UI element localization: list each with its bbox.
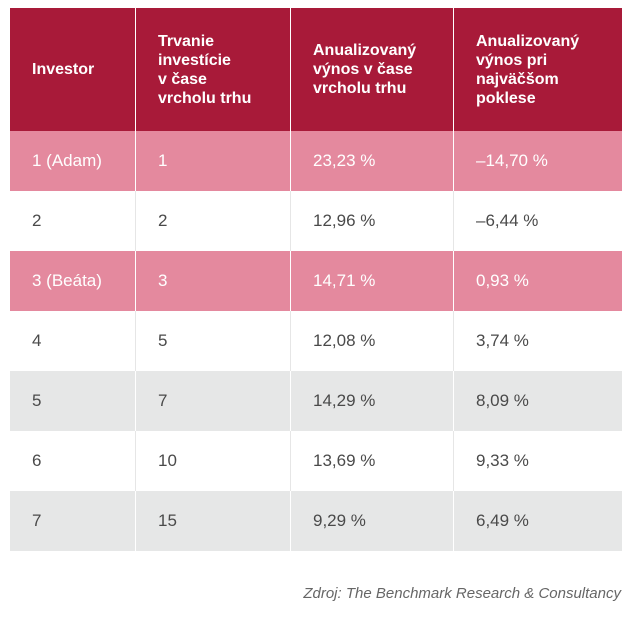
data-table: Investor Trvanie investície v čase vrcho… bbox=[10, 8, 622, 551]
source-name: The Benchmark Research & Consultancy bbox=[345, 585, 621, 602]
cell-investor: 3 (Beáta) bbox=[10, 251, 136, 311]
header-label: Investor bbox=[32, 61, 95, 78]
header-return-peak: Anualizovaný výnos v čase vrcholu trhu bbox=[291, 8, 454, 131]
table-row: 6 10 13,69 % 9,33 % bbox=[10, 431, 622, 491]
table-row: 4 5 12,08 % 3,74 % bbox=[10, 311, 622, 371]
cell-return-peak: 12,08 % bbox=[291, 311, 454, 371]
cell-return-drop: –6,44 % bbox=[476, 211, 539, 230]
cell-investor: 6 bbox=[10, 431, 136, 491]
table-row: 2 2 12,96 % –6,44 % bbox=[10, 191, 622, 251]
source-note: Zdroj: The Benchmark Research & Consulta… bbox=[303, 585, 621, 602]
cell-investor: 2 bbox=[10, 191, 136, 251]
table-row: 1 (Adam) 1 23,23 % –14,70 % bbox=[10, 131, 622, 191]
header-label: Anualizovaný výnos pri najväčšom poklese bbox=[476, 32, 580, 107]
source-prefix: Zdroj: bbox=[303, 585, 346, 602]
header-label: Anualizovaný výnos v čase vrcholu trhu bbox=[313, 42, 417, 97]
cell-return-peak: 13,69 % bbox=[291, 431, 454, 491]
header-duration: Trvanie investície v čase vrcholu trhu bbox=[136, 8, 291, 131]
cell-duration: 15 bbox=[136, 491, 291, 551]
cell-return-drop: 8,09 % bbox=[476, 391, 529, 410]
table-row: 7 15 9,29 % 6,49 % bbox=[10, 491, 622, 551]
cell-investor: 7 bbox=[10, 491, 136, 551]
cell-investor: 4 bbox=[10, 311, 136, 371]
cell-return-peak: 23,23 % bbox=[291, 131, 454, 191]
cell-duration: 7 bbox=[136, 371, 291, 431]
table-row: 5 7 14,29 % 8,09 % bbox=[10, 371, 622, 431]
cell-investor: 1 (Adam) bbox=[10, 131, 136, 191]
cell-return-drop: 3,74 % bbox=[476, 331, 529, 350]
cell-return-drop: –14,70 % bbox=[476, 151, 548, 170]
cell-return-drop: 0,93 % bbox=[476, 271, 529, 290]
table-header-row: Investor Trvanie investície v čase vrcho… bbox=[10, 8, 622, 131]
table-row: 3 (Beáta) 3 14,71 % 0,93 % bbox=[10, 251, 622, 311]
cell-return-peak: 14,29 % bbox=[291, 371, 454, 431]
header-return-drop: Anualizovaný výnos pri najväčšom poklese bbox=[454, 8, 622, 131]
cell-return-peak: 9,29 % bbox=[291, 491, 454, 551]
cell-return-peak: 14,71 % bbox=[291, 251, 454, 311]
cell-investor: 5 bbox=[10, 371, 136, 431]
header-investor: Investor bbox=[10, 8, 136, 131]
cell-return-drop: 9,33 % bbox=[476, 451, 529, 470]
cell-return-peak: 12,96 % bbox=[291, 191, 454, 251]
cell-duration: 10 bbox=[136, 431, 291, 491]
cell-duration: 5 bbox=[136, 311, 291, 371]
cell-duration: 2 bbox=[136, 191, 291, 251]
header-label: Trvanie investície v čase vrcholu trhu bbox=[158, 32, 252, 107]
cell-duration: 3 bbox=[136, 251, 291, 311]
cell-return-drop: 6,49 % bbox=[476, 511, 529, 530]
cell-duration: 1 bbox=[136, 131, 291, 191]
